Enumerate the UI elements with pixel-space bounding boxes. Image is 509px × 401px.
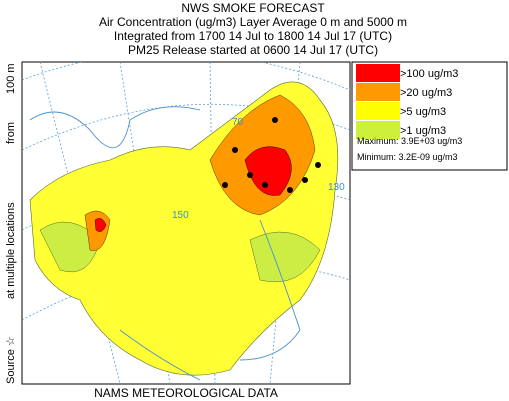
legend-label: >20 ug/m3	[400, 87, 452, 99]
maximum: Maximum: 3.9E+03 ug/m3	[357, 136, 462, 146]
map: 70 150 130	[21, 61, 351, 385]
side-from: from	[5, 122, 17, 144]
subtitle: Air Concentration (ug/m3) Layer Average …	[99, 15, 407, 29]
grid-label: 70	[232, 117, 244, 128]
side-label: Source ☆ at multiple locations from 100 …	[5, 63, 17, 384]
legend-swatch	[356, 83, 400, 101]
side-source: Source ☆	[5, 336, 17, 384]
minimum: Minimum: 3.2E-09 ug/m3	[357, 152, 458, 162]
legend-label: >5 ug/m3	[400, 106, 446, 118]
coastline	[29, 106, 301, 381]
grid-label: 150	[172, 210, 189, 221]
legend-swatch	[356, 102, 400, 120]
smoke-orange	[84, 94, 316, 251]
footer: NAMS METEOROLOGICAL DATA	[94, 386, 278, 400]
grid-label: 130	[328, 182, 345, 193]
legend: >100 ug/m3 >20 ug/m3 >5 ug/m3 >1 ug/m3 Maxi…	[351, 61, 508, 171]
legend-swatch	[356, 64, 400, 82]
legend-label: >100 ug/m3	[400, 68, 458, 80]
smoke-red	[94, 146, 292, 232]
title: NWS SMOKE FORECAST	[181, 1, 325, 15]
fire-sources	[222, 117, 321, 193]
legend-swatch	[356, 121, 400, 139]
subtitle: Integrated from 1700 14 Jul to 1800 14 J…	[114, 29, 392, 43]
side-height: 100 m	[5, 63, 17, 94]
legend-label: >1 ug/m3	[400, 125, 446, 137]
subtitle: PM25 Release started at 0600 14 Jul 17 (…	[128, 43, 378, 57]
side-locations: at multiple locations	[5, 202, 17, 299]
